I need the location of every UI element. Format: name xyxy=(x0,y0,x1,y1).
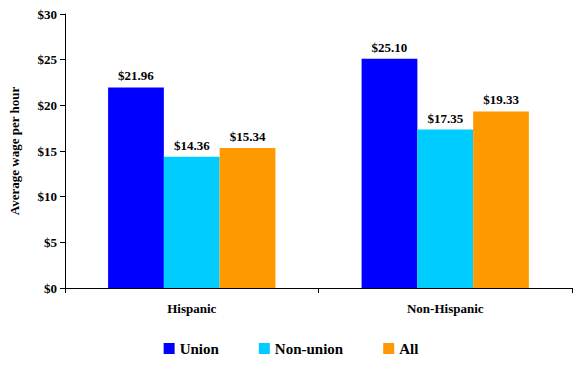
svg-text:$17.35: $17.35 xyxy=(427,111,463,126)
svg-text:$30: $30 xyxy=(38,7,58,22)
svg-text:$21.96: $21.96 xyxy=(118,68,154,83)
svg-text:$14.36: $14.36 xyxy=(174,138,210,153)
svg-text:$25.10: $25.10 xyxy=(372,40,408,55)
svg-text:Average wage per hour: Average wage per hour xyxy=(7,87,22,216)
svg-text:$20: $20 xyxy=(38,98,58,113)
svg-text:Hispanic: Hispanic xyxy=(167,301,216,316)
svg-text:Union: Union xyxy=(180,341,220,357)
svg-text:$5: $5 xyxy=(44,235,58,250)
svg-text:$19.33: $19.33 xyxy=(483,92,519,107)
svg-text:$25: $25 xyxy=(38,52,58,67)
svg-text:$15.34: $15.34 xyxy=(230,129,266,144)
svg-text:Non-Hispanic: Non-Hispanic xyxy=(407,301,484,316)
svg-text:All: All xyxy=(399,341,418,357)
svg-text:$10: $10 xyxy=(38,189,58,204)
svg-text:$0: $0 xyxy=(44,281,57,296)
svg-text:$15: $15 xyxy=(38,144,58,159)
svg-text:Non-union: Non-union xyxy=(275,341,344,357)
